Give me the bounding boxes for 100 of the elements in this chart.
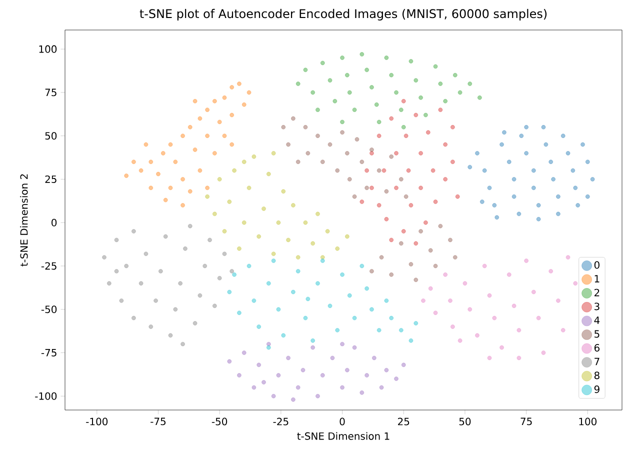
point (418, 151, 423, 156)
point (237, 82, 242, 86)
point (310, 345, 316, 350)
point (570, 168, 576, 173)
point (271, 258, 276, 263)
point (556, 194, 560, 199)
point (401, 362, 406, 368)
point (536, 316, 541, 320)
point (332, 98, 338, 104)
point (256, 324, 262, 329)
point (246, 264, 252, 268)
point (443, 272, 448, 277)
point (320, 373, 325, 378)
point (389, 154, 394, 159)
point (389, 116, 394, 121)
point (482, 264, 487, 268)
point (560, 134, 566, 138)
point (376, 168, 382, 173)
point (138, 281, 144, 286)
point (212, 212, 217, 216)
point (487, 186, 492, 190)
point (266, 281, 271, 286)
point (256, 362, 262, 368)
point (482, 168, 487, 173)
point (475, 151, 480, 156)
x-tick-label: 0 (340, 418, 345, 426)
point (256, 234, 262, 239)
point (271, 151, 276, 156)
point (242, 102, 246, 107)
point (198, 116, 202, 121)
point (408, 59, 414, 64)
point (389, 272, 394, 277)
y-tick-label: -100 (35, 392, 57, 400)
point (347, 90, 352, 95)
point (242, 350, 246, 355)
point (394, 90, 398, 95)
point (360, 160, 364, 164)
point (524, 124, 528, 130)
point (360, 200, 364, 204)
point (303, 316, 308, 320)
point (168, 186, 173, 190)
point (271, 252, 276, 256)
point (556, 298, 560, 303)
point (114, 268, 119, 274)
point (424, 220, 428, 225)
point (168, 142, 173, 147)
point (458, 338, 462, 343)
point (494, 215, 500, 220)
y-tick-label: -75 (41, 349, 56, 356)
point (382, 168, 386, 173)
point (296, 255, 300, 260)
point (364, 68, 370, 72)
point (237, 246, 242, 251)
point (296, 160, 300, 164)
point (394, 186, 398, 190)
point (433, 264, 438, 268)
point (344, 368, 350, 372)
point (286, 238, 290, 242)
point (372, 356, 376, 360)
point (252, 154, 256, 159)
point (433, 64, 438, 69)
point (335, 168, 340, 173)
point (352, 108, 357, 112)
point (376, 203, 382, 208)
legend-label: 3 (594, 302, 600, 310)
point (344, 151, 350, 156)
legend-label: 1 (594, 275, 600, 282)
point (178, 281, 183, 286)
point (384, 216, 389, 222)
point (512, 304, 516, 308)
point (519, 134, 524, 138)
point (227, 200, 232, 204)
point (433, 310, 438, 316)
point (364, 168, 370, 173)
point (450, 160, 455, 164)
point (303, 220, 308, 225)
point (566, 255, 570, 260)
point (148, 324, 154, 329)
point (384, 189, 389, 194)
point (232, 272, 236, 277)
point (384, 298, 389, 303)
point (506, 272, 512, 277)
point (347, 177, 352, 182)
legend-label: 7 (594, 358, 600, 366)
point (266, 345, 271, 350)
point (544, 142, 548, 147)
point (352, 345, 357, 350)
point (316, 108, 320, 112)
point (516, 212, 522, 216)
point (452, 72, 458, 78)
point (354, 137, 360, 142)
point (414, 78, 418, 83)
point (443, 98, 448, 104)
point (340, 120, 344, 124)
point (148, 160, 154, 164)
point (192, 321, 198, 326)
point (376, 328, 382, 332)
legend-label: 9 (594, 386, 600, 394)
x-tick-label: 50 (459, 418, 471, 426)
legend-label: 6 (594, 344, 600, 352)
